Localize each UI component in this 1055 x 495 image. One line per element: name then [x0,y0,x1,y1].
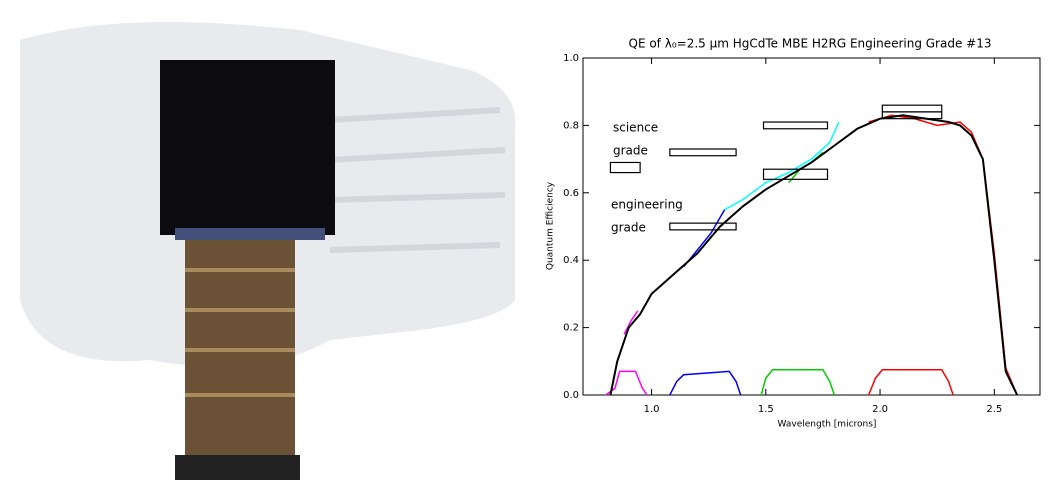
x-tick-label: 2.5 [986,404,1002,415]
glove-fingers [329,107,506,253]
series-line [682,209,726,268]
photo [0,0,520,491]
annotation: science [613,121,658,135]
series-line [867,368,954,396]
cable-stripes [185,268,295,397]
series-line [609,114,1019,396]
annotation: grade [611,221,646,235]
x-tick-label: 1.0 [644,404,660,415]
series-line [623,310,639,335]
flex-cable [185,230,295,460]
y-tick-label: 0.4 [563,255,579,266]
requirement-box [669,222,737,231]
requirement-box [609,161,641,174]
requirement-box [669,148,737,157]
series-line [669,370,742,396]
annotation: engineering [611,198,683,212]
sensor [160,60,335,235]
series-line [760,368,836,396]
sensor-base [175,228,325,240]
y-tick-label: 0.8 [563,120,579,131]
requirement-box [881,104,943,113]
series-line [605,370,648,396]
y-tick-label: 0.6 [563,188,579,199]
x-tick-label: 1.5 [758,404,774,415]
y-tick-label: 0.0 [563,390,579,401]
requirement-box [762,121,829,130]
chart-title: QE of λ₀=2.5 μm HgCdTe MBE H2RG Engineer… [629,37,992,51]
connector [175,455,300,480]
x-tick-label: 2.0 [872,404,888,415]
plot-frame [582,57,1041,396]
requirement-box [881,111,943,120]
annotation: grade [613,144,648,158]
series-line [724,121,840,211]
y-tick-label: 1.0 [563,53,579,64]
requirement-box [762,168,829,180]
series-line [868,114,1018,396]
x-axis-label: Wavelength [microns] [778,420,877,430]
y-tick-label: 0.2 [563,323,579,334]
y-axis-label: Quantum Efficiency [546,181,556,270]
